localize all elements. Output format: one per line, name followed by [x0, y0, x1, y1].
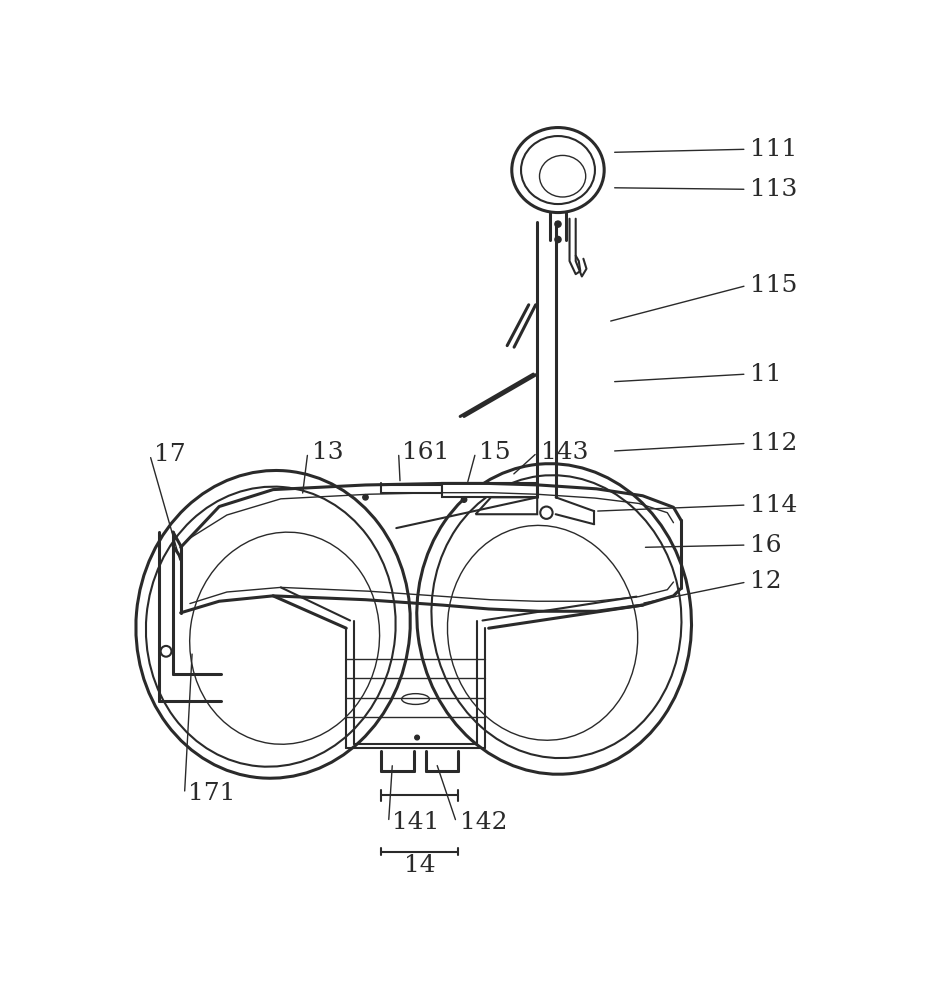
- Ellipse shape: [417, 464, 691, 774]
- Ellipse shape: [415, 735, 419, 740]
- Text: 142: 142: [460, 811, 508, 834]
- Ellipse shape: [461, 497, 467, 502]
- Ellipse shape: [521, 136, 595, 204]
- Text: 14: 14: [403, 854, 435, 877]
- Text: 143: 143: [541, 441, 588, 464]
- Text: 114: 114: [751, 493, 798, 516]
- Text: 11: 11: [751, 363, 782, 386]
- Ellipse shape: [512, 128, 604, 213]
- Text: 115: 115: [751, 274, 798, 297]
- Ellipse shape: [540, 507, 553, 519]
- Ellipse shape: [161, 646, 172, 657]
- Text: 12: 12: [751, 570, 782, 593]
- Text: 112: 112: [751, 432, 798, 455]
- Text: 111: 111: [751, 138, 798, 161]
- Ellipse shape: [135, 470, 410, 778]
- Text: 113: 113: [751, 178, 798, 201]
- Ellipse shape: [432, 475, 682, 758]
- Ellipse shape: [362, 495, 368, 500]
- Text: 171: 171: [189, 782, 235, 805]
- Text: 161: 161: [403, 441, 450, 464]
- Ellipse shape: [555, 236, 561, 243]
- Text: 17: 17: [154, 443, 185, 466]
- Ellipse shape: [555, 221, 561, 227]
- Polygon shape: [443, 483, 537, 497]
- Text: 15: 15: [479, 441, 511, 464]
- Text: 16: 16: [751, 534, 782, 557]
- Polygon shape: [475, 497, 537, 514]
- Ellipse shape: [146, 487, 396, 767]
- Text: 141: 141: [392, 811, 440, 834]
- Text: 13: 13: [312, 441, 343, 464]
